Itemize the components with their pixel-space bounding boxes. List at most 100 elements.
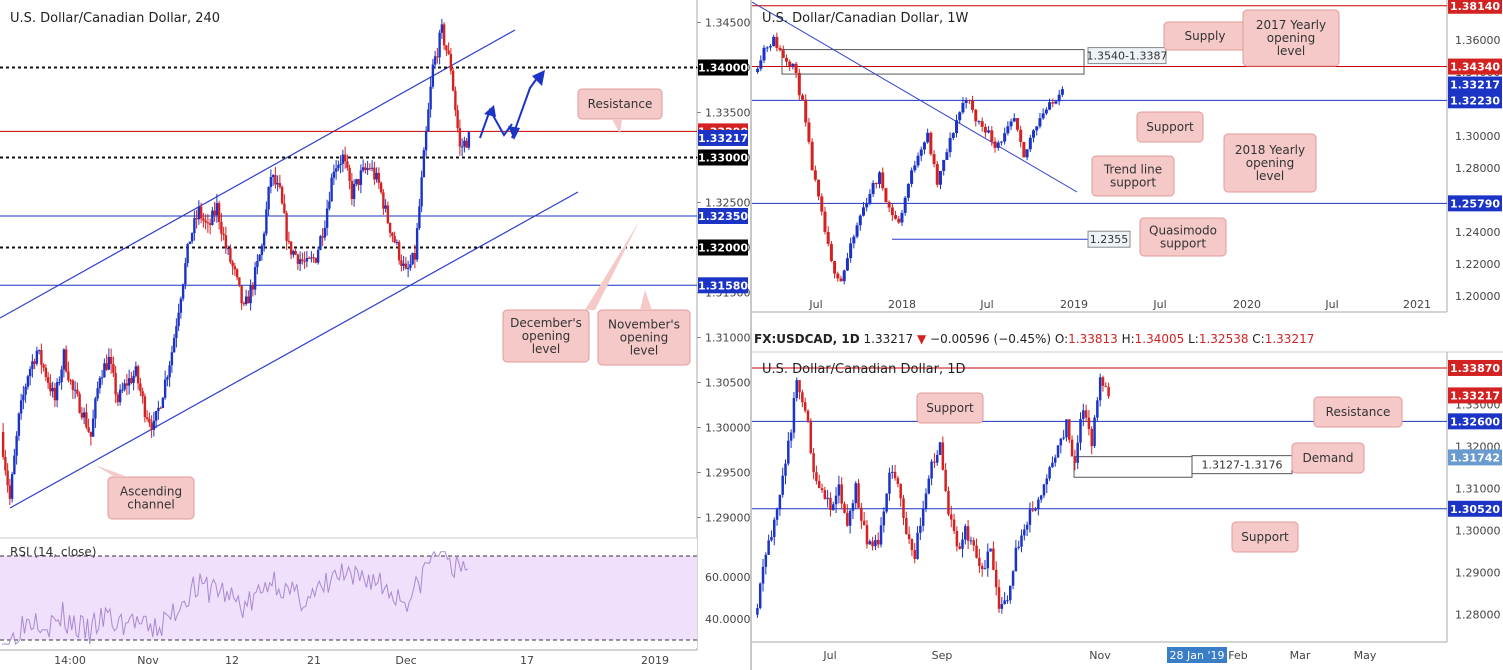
candle-body: [287, 240, 291, 242]
candle-body: [168, 365, 171, 378]
x-tick-label: Jul: [808, 298, 822, 311]
candle-body: [1006, 126, 1010, 134]
candle-body: [1011, 571, 1015, 586]
callout-pointer: [95, 465, 128, 477]
candle-body: [834, 495, 838, 505]
candle-body: [76, 389, 79, 394]
price-tag-label: 1.32230: [1450, 94, 1500, 107]
november-open-callout-text: November's: [608, 318, 680, 332]
candle-body: [222, 233, 225, 236]
candle-body: [238, 277, 241, 286]
candle-body: [312, 257, 315, 259]
price-tag-label: 1.33217: [698, 132, 748, 145]
ohlc-header-part: 1.33217: [1265, 332, 1315, 346]
quasimodo-tag-bg: [1087, 230, 1131, 248]
ascending-channel-callout-text: channel: [127, 498, 174, 512]
candle-body: [184, 263, 187, 285]
candle-body: [379, 182, 383, 193]
candle-body: [797, 72, 801, 96]
candle-body: [1051, 462, 1054, 468]
candle-body: [1048, 467, 1051, 479]
x-tick-label: Nov: [1089, 649, 1111, 662]
candle-body: [202, 218, 205, 221]
candle-body: [987, 130, 991, 133]
candle-body: [438, 32, 441, 58]
candle-body: [366, 168, 369, 170]
trendline-support-callout-box: [1091, 155, 1175, 197]
yearly-2018-callout-box: [1223, 133, 1317, 193]
candle-body: [1039, 495, 1043, 500]
usdcad-weekly-chart[interactable]: 1.360001.340001.320001.300001.280001.260…: [752, 0, 1503, 325]
candle-body: [262, 233, 266, 246]
usdcad-daily-chart[interactable]: FX:USDCAD, 1D 1.33217 ▼ −0.00596 (−0.45%…: [752, 325, 1503, 670]
usdcad-240-chart-panel[interactable]: 1.34500 1.34000 1.33500 1.33000 1.32500 1.320…: [0, 0, 750, 670]
candle-body: [817, 179, 821, 197]
candle-body: [871, 541, 874, 547]
candle-body: [229, 248, 232, 263]
arrow-head: [532, 70, 545, 86]
candle-body: [765, 47, 769, 49]
candle-body: [784, 57, 788, 62]
candle-body: [350, 181, 354, 199]
candle-body: [922, 142, 926, 150]
candle-body: [244, 296, 248, 305]
candle-body: [103, 363, 106, 378]
candle-body: [787, 440, 790, 464]
candle-body: [823, 211, 827, 232]
candle-body: [812, 453, 815, 473]
candle-body: [377, 172, 381, 183]
support-callout-box: [1136, 111, 1204, 143]
supply-zone: [781, 49, 1085, 75]
candle-body: [170, 352, 174, 366]
ohlc-header-part: 1.33813: [1068, 332, 1118, 346]
candle-body: [806, 410, 810, 421]
candle-body: [803, 402, 807, 411]
candle-body: [143, 396, 147, 418]
candle-body: [330, 177, 333, 202]
candle-body: [842, 270, 846, 282]
candle-body: [199, 206, 203, 219]
candle-body: [280, 186, 284, 204]
candle-body: [778, 494, 782, 510]
candle-body: [896, 478, 900, 484]
x-tick-label: 21: [307, 654, 321, 667]
candle-body: [420, 177, 423, 207]
candle-body: [67, 371, 70, 381]
price-tag-bg: [1448, 0, 1502, 14]
candle-body: [96, 388, 99, 399]
price-tag-label: 1.31742: [1450, 451, 1500, 464]
candle-body: [919, 149, 923, 156]
candle-body: [941, 442, 945, 470]
usdcad-240-chart[interactable]: 1.34500 1.34000 1.33500 1.33000 1.32500 1.320…: [0, 0, 750, 670]
candle-body: [186, 244, 189, 264]
candle-body: [98, 377, 102, 389]
candle-body: [945, 152, 949, 160]
candle-body: [927, 478, 931, 494]
candle-body: [321, 236, 324, 238]
candle-body: [768, 46, 772, 48]
candle-body: [817, 481, 821, 489]
usdcad-daily-chart-panel[interactable]: FX:USDCAD, 1D 1.33217 ▼ −0.00596 (−0.45%…: [752, 325, 1503, 670]
candle-body: [94, 398, 97, 419]
candle-body: [1028, 137, 1032, 150]
candle-body: [46, 377, 50, 383]
support-low-callout-box: [1231, 521, 1299, 553]
usdcad-weekly-chart-panel[interactable]: 1.360001.340001.320001.300001.280001.260…: [752, 0, 1503, 325]
candle-body: [980, 566, 984, 569]
candle-body: [433, 56, 437, 65]
candle-body: [49, 382, 52, 392]
x-tick-label: 2018: [888, 298, 916, 311]
yearly-2017-callout-box: [1242, 9, 1340, 67]
trend-line: [752, 1, 1078, 193]
candle-body: [37, 349, 41, 351]
candle-body: [406, 267, 410, 269]
candle-body: [334, 168, 338, 172]
candle-body: [961, 102, 965, 113]
candle-body: [845, 258, 849, 271]
y-tick-label: 1.20000: [1455, 290, 1501, 303]
candle-body: [1041, 113, 1045, 119]
candle-body: [400, 260, 403, 266]
candle-body: [163, 379, 167, 398]
candle-body: [913, 165, 917, 171]
x-tick-label: Sep: [932, 649, 953, 662]
